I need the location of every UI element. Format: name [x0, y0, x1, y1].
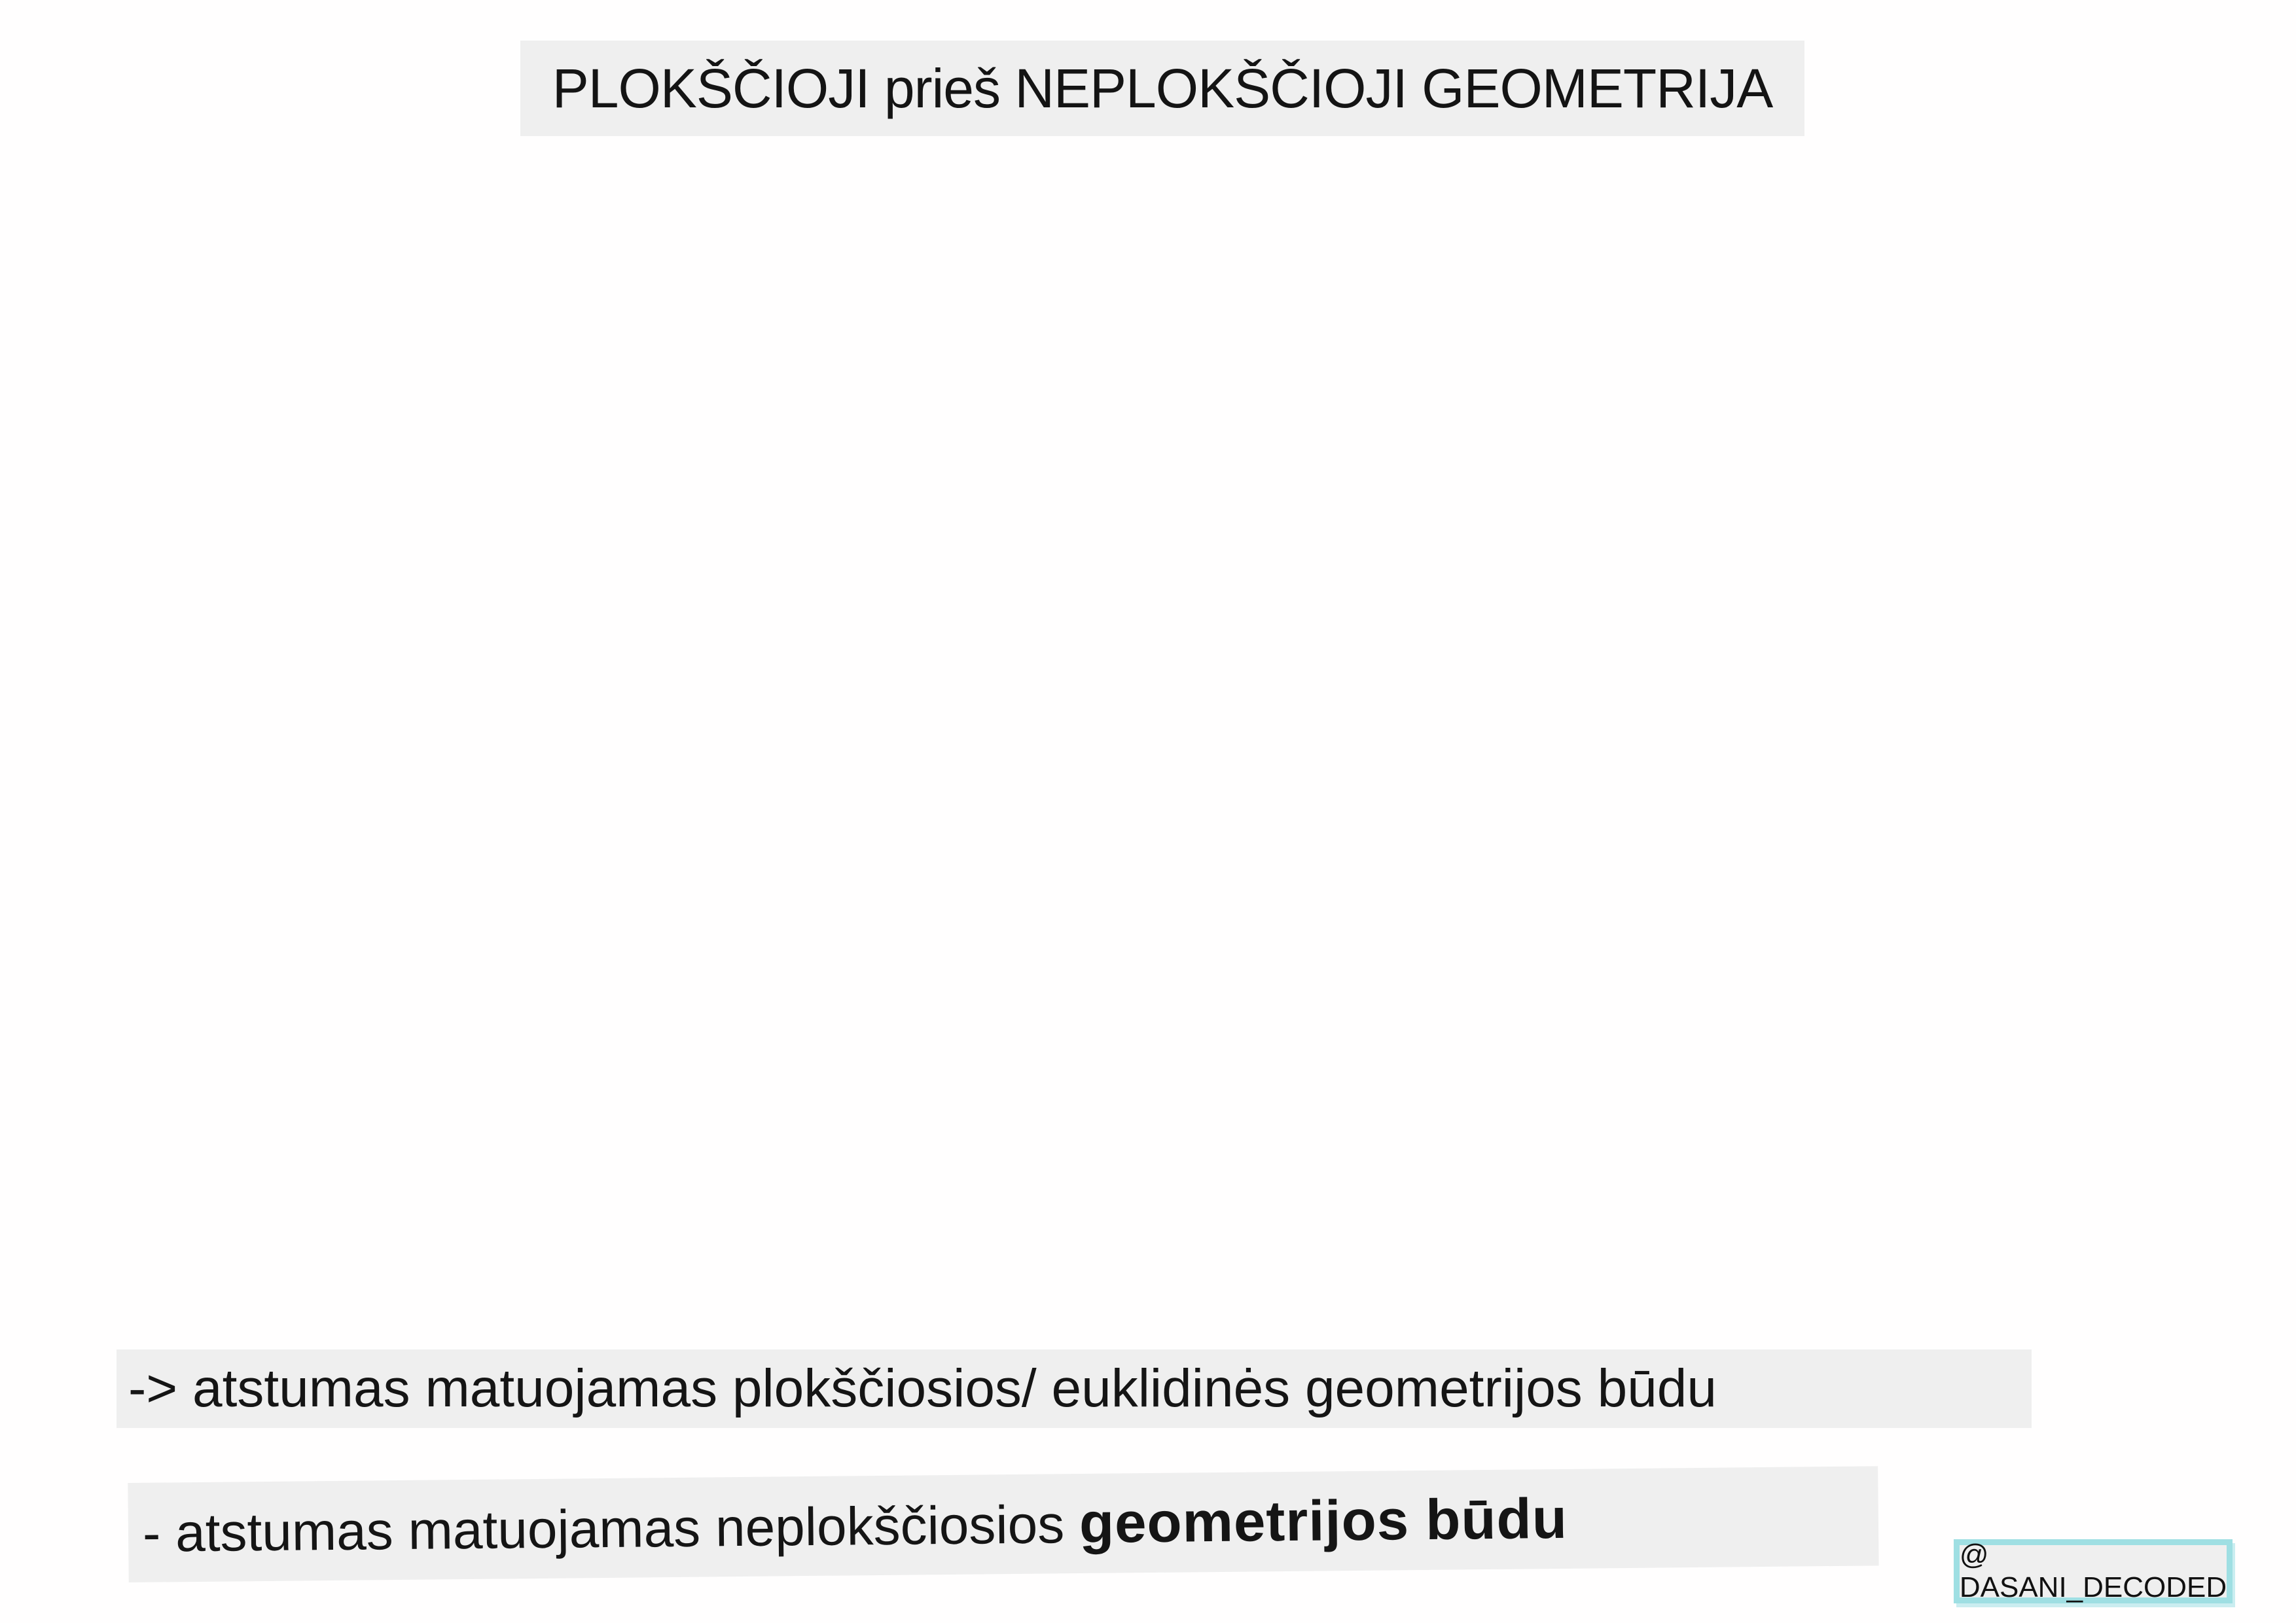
title-underline-light [534, 171, 1851, 180]
page-title: PLOKŠČIOJI prieš NEPLOKŠČIOJI GEOMETRIJA [552, 57, 1773, 119]
caption-euclidean-highlight: -> atstumas matuojamas plokščiosios/ euk… [117, 1349, 2032, 1428]
caption-euclidean-text: -> atstumas matuojamas plokščiosios/ euk… [128, 1359, 1717, 1418]
caption-noneuclidean-suffix: geometrijos būdu [1079, 1486, 1568, 1556]
watermark-badge: @ DASANI_DECODED [1954, 1539, 2233, 1603]
caption-noneuclidean-prefix: - atstumas matuojamas neplokščiosios [142, 1495, 1080, 1563]
watermark-text: @ DASANI_DECODED [1959, 1539, 2227, 1603]
title-banner: PLOKŠČIOJI prieš NEPLOKŠČIOJI GEOMETRIJA [520, 41, 1804, 136]
caption-noneuclidean-text: - atstumas matuojamas neplokščiosios geo… [143, 1486, 1568, 1565]
caption-noneuclidean-highlight: - atstumas matuojamas neplokščiosios geo… [128, 1466, 1879, 1582]
